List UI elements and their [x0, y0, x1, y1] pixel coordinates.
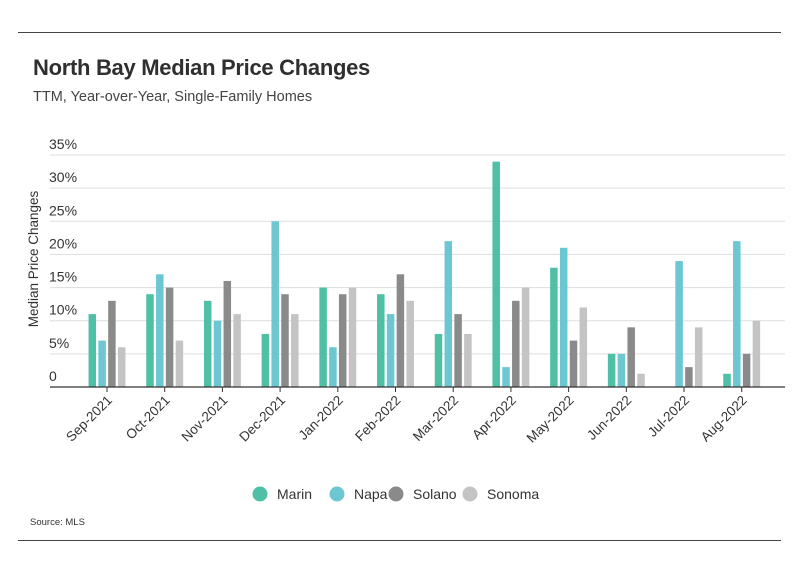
- x-tick-label: May-2022: [524, 393, 577, 446]
- y-tick-labels: 0 5% 10% 15% 20% 25% 30% 35%: [49, 136, 77, 384]
- bar-napa: [271, 221, 279, 387]
- bar-marin: [492, 161, 500, 387]
- bar-marin: [261, 333, 270, 387]
- legend-swatch-solano: [388, 486, 404, 502]
- x-tick-label: Mar-2022: [410, 393, 461, 444]
- legend-label-sonoma: Sonoma: [487, 486, 539, 502]
- bar-sonoma: [348, 287, 357, 387]
- y-tick-label: 35%: [49, 136, 77, 152]
- bar-marin: [203, 300, 212, 387]
- legend: Marin Napa Solano Sonoma: [252, 486, 539, 502]
- bar-napa: [733, 241, 741, 387]
- bar-napa: [444, 241, 453, 387]
- y-tick-label: 0: [49, 368, 57, 384]
- y-tick-label: 10%: [49, 302, 77, 318]
- top-rule: [18, 32, 781, 33]
- x-tick-label: Jan-2022: [296, 393, 346, 443]
- bar-napa: [617, 353, 626, 387]
- y-tick-label: 30%: [49, 169, 77, 185]
- y-tick-label: 5%: [49, 335, 69, 351]
- bar-napa: [559, 247, 568, 387]
- bar-sonoma: [117, 347, 126, 387]
- bar-solano: [627, 327, 635, 387]
- bars: [88, 161, 761, 387]
- bar-sonoma: [579, 307, 588, 387]
- legend-label-napa: Napa: [354, 486, 388, 502]
- bar-solano: [742, 353, 751, 387]
- y-axis-label: Median Price Changes: [26, 190, 41, 327]
- y-tick-label: 15%: [49, 269, 77, 285]
- bar-solano: [165, 287, 174, 387]
- bar-marin: [146, 294, 154, 387]
- legend-label-marin: Marin: [277, 486, 312, 502]
- bar-napa: [329, 347, 337, 387]
- x-tick-label: Jul-2022: [645, 393, 692, 440]
- bar-solano: [338, 294, 347, 387]
- bar-solano: [685, 367, 693, 387]
- y-tick-label: 20%: [49, 235, 77, 251]
- x-tick-label: Dec-2021: [236, 393, 288, 445]
- axes: [50, 386, 785, 392]
- x-tick-label: Sep-2021: [63, 393, 115, 445]
- bar-solano: [281, 294, 289, 387]
- bar-sonoma: [694, 327, 703, 387]
- bar-sonoma: [233, 314, 241, 387]
- y-tick-label: 25%: [49, 202, 77, 218]
- legend-label-solano: Solano: [413, 486, 457, 502]
- bar-napa: [502, 367, 510, 387]
- legend-swatch-marin: [252, 486, 268, 502]
- bar-napa: [156, 274, 164, 387]
- bar-marin: [377, 294, 385, 387]
- bar-sonoma: [752, 320, 761, 387]
- bar-marin: [434, 333, 443, 387]
- bar-sonoma: [637, 373, 645, 387]
- x-tick-label: Feb-2022: [352, 393, 403, 444]
- bar-solano: [396, 274, 405, 387]
- bar-marin: [319, 287, 327, 387]
- chart-title: North Bay Median Price Changes: [33, 55, 370, 80]
- x-tick-label: Apr-2022: [469, 393, 519, 443]
- x-tick-label: Oct-2021: [123, 393, 173, 443]
- bar-solano: [569, 340, 578, 387]
- bar-marin: [607, 353, 616, 387]
- x-tick-label: Nov-2021: [179, 393, 231, 445]
- bar-marin: [723, 373, 731, 387]
- bar-solano: [512, 300, 520, 387]
- bar-sonoma: [175, 340, 184, 387]
- bar-sonoma: [521, 287, 530, 387]
- bar-marin: [550, 267, 558, 387]
- x-tick-label: Jun-2022: [584, 393, 634, 443]
- bar-napa: [98, 340, 106, 387]
- source-note: Source: MLS: [30, 517, 85, 528]
- chart-subtitle: TTM, Year-over-Year, Single-Family Homes: [33, 89, 313, 105]
- bar-sonoma: [291, 314, 299, 387]
- bar-napa: [213, 320, 222, 387]
- bar-solano: [223, 280, 232, 387]
- bar-sonoma: [406, 300, 414, 387]
- bar-solano: [454, 314, 462, 387]
- x-tick-labels: Sep-2021 Oct-2021 Nov-2021 Dec-2021 Jan-2022…: [63, 393, 750, 446]
- legend-swatch-napa: [329, 486, 345, 502]
- bar-sonoma: [464, 333, 472, 387]
- bar-marin: [88, 314, 97, 387]
- bottom-rule: [18, 540, 781, 541]
- legend-swatch-sonoma: [462, 486, 478, 502]
- x-tick-label: Aug-2022: [698, 393, 750, 445]
- bar-napa: [675, 261, 683, 387]
- bar-solano: [108, 300, 116, 387]
- bar-napa: [386, 314, 395, 387]
